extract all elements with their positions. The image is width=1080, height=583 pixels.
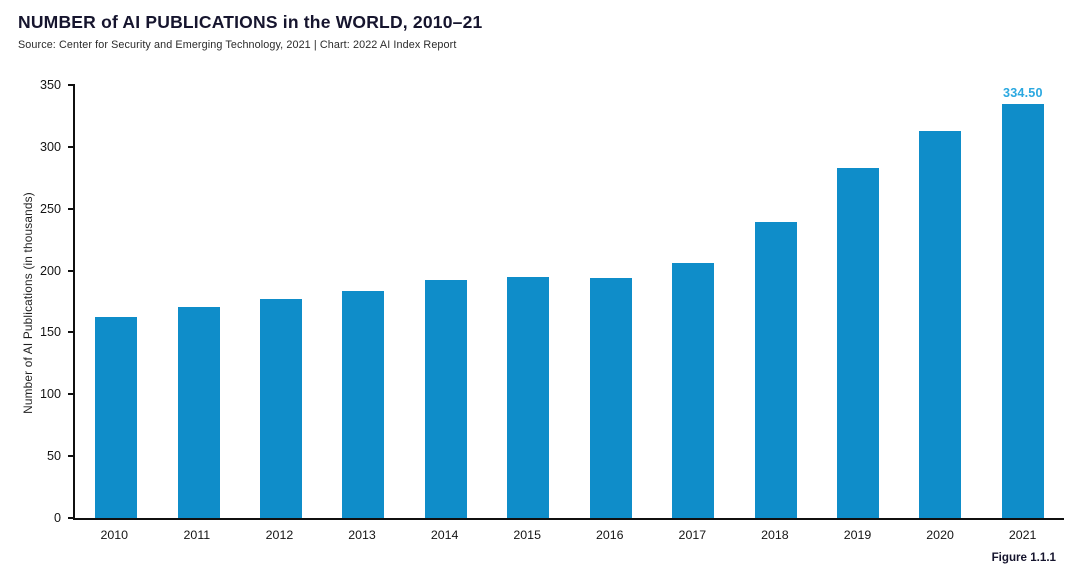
x-tick-label: 2018 (761, 528, 789, 542)
bar-slot (652, 85, 734, 518)
y-tick: 150 (40, 325, 75, 339)
y-tick-label: 250 (39, 201, 61, 216)
bar-2017 (672, 262, 715, 518)
y-tick-mark (68, 145, 75, 148)
bar-slot (240, 85, 322, 518)
y-tick-label: 350 (39, 78, 61, 92)
y-tick-mark (68, 84, 75, 86)
x-tick-label: 2011 (183, 528, 211, 542)
y-tick-mark (68, 331, 75, 334)
y-tick: 0 (54, 511, 75, 525)
bar-2010 (95, 317, 138, 518)
y-axis-label: Number of AI Publications (in thousands) (21, 191, 35, 414)
x-tick-label: 2017 (678, 528, 707, 542)
bars-row: 334.50 (75, 85, 1064, 518)
x-tick-label: 2019 (843, 528, 872, 542)
y-tick-label: 300 (39, 139, 61, 154)
bar-slot (405, 85, 487, 518)
bar-2014 (424, 280, 467, 518)
y-tick-mark (68, 517, 75, 519)
plot-area: 0 50 100 150 200 250 300 350 334.50 (40, 78, 1064, 525)
chart-header: NUMBER of AI PUBLICATIONS in the WORLD, … (18, 12, 482, 51)
x-tick-label: 2015 (513, 528, 541, 542)
x-tick-label: 2012 (265, 528, 294, 542)
bar-slot (734, 85, 816, 518)
y-tick-label: 50 (46, 449, 61, 464)
bar-2019 (837, 167, 879, 518)
chart-title: NUMBER of AI PUBLICATIONS in the WORLD, … (18, 12, 483, 32)
y-tick-label: 0 (53, 511, 61, 525)
y-tick-label: 100 (39, 387, 61, 402)
bar-slot (899, 85, 981, 518)
y-tick-mark (68, 269, 75, 272)
y-tick: 50 (47, 449, 75, 463)
bar-2011 (177, 307, 220, 518)
bar-2020 (919, 131, 962, 518)
x-axis-labels: 2010 2011 2012 2013 2014 2015 2016 2017 2018 2019… (73, 528, 1064, 542)
x-tick-label: 2016 (595, 528, 624, 542)
bar-2012 (260, 298, 303, 518)
bar-2015 (507, 277, 550, 518)
y-tick-label: 200 (39, 263, 61, 278)
bar-2013 (342, 290, 385, 518)
x-tick-label: 2010 (100, 528, 129, 542)
x-tick-label: 2021 (1008, 528, 1037, 542)
bar-slot (157, 85, 239, 518)
bar-slot (322, 85, 404, 518)
y-tick: 300 (40, 140, 75, 154)
bar-slot: 334.50 (982, 85, 1064, 518)
bar-2021 (1001, 104, 1044, 518)
x-tick-label: 2020 (926, 528, 954, 542)
bar-value-label: 334.50 (1002, 86, 1043, 101)
y-tick: 250 (40, 202, 75, 216)
y-tick: 200 (40, 264, 75, 278)
x-tick-label: 2013 (348, 528, 376, 542)
bar-slot (570, 85, 652, 518)
chart-source-note: Source: Center for Security and Emerging… (18, 39, 457, 51)
y-tick: 350 (40, 78, 75, 92)
y-tick-mark (68, 393, 75, 396)
bar-slot (817, 85, 899, 518)
bar-2016 (589, 277, 632, 518)
bar-2018 (754, 222, 797, 518)
y-tick-mark (68, 207, 75, 210)
bar-slot (75, 85, 157, 518)
y-tick-mark (68, 455, 75, 458)
figure-caption: Figure 1.1.1 (991, 551, 1056, 564)
x-tick-label: 2014 (430, 528, 459, 542)
bar-slot (487, 85, 569, 518)
y-tick-label: 150 (39, 325, 61, 340)
y-tick: 100 (40, 387, 75, 401)
